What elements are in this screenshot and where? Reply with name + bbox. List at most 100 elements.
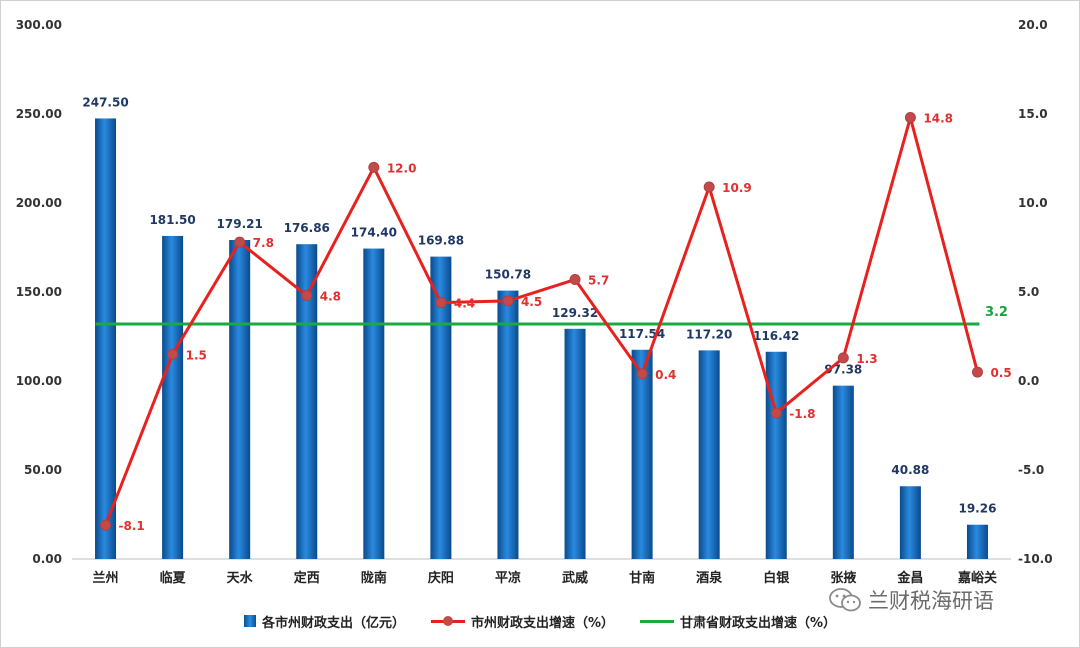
bar (631, 349, 653, 559)
legend-swatch-bar (243, 615, 256, 627)
bar (832, 385, 854, 559)
x-category-label: 平凉 (495, 570, 521, 586)
legend-swatch-province-line (640, 619, 674, 623)
bar (899, 486, 921, 559)
bar (430, 256, 452, 559)
x-category-label: 嘉峪关 (957, 570, 997, 586)
line-marker (837, 352, 849, 364)
y-right-tick-label: 5.0 (1018, 285, 1039, 299)
bar (363, 248, 385, 559)
wechat-icon (829, 588, 861, 612)
line-value-label: 1.5 (186, 348, 207, 362)
y-left-tick-label: 300.00 (16, 18, 62, 32)
y-right-tick-label: 15.0 (1018, 107, 1048, 121)
watermark: 兰财税海研语 (828, 585, 994, 615)
bar-value-label: 40.88 (891, 463, 929, 477)
line-value-label: -8.1 (119, 519, 145, 533)
x-category-label: 定西 (293, 570, 320, 586)
bar (966, 524, 988, 559)
line-value-label: 14.8 (923, 112, 953, 126)
y-right-tick-label: 10.0 (1018, 196, 1048, 210)
y-left-tick-label: 200.00 (16, 196, 62, 210)
line-marker (770, 407, 782, 419)
bar (229, 240, 251, 559)
bar (698, 350, 720, 559)
bar-value-label: 19.26 (958, 502, 996, 516)
bar (564, 328, 586, 559)
line-value-label: 4.8 (320, 290, 341, 304)
line-value-label: 4.5 (521, 295, 542, 309)
watermark-text: 兰财税海研语 (868, 589, 994, 613)
bar (765, 351, 787, 559)
line-value-label: 10.9 (722, 181, 752, 195)
y-left-tick-label: 50.00 (24, 463, 62, 477)
line-value-label: 0.5 (990, 366, 1011, 380)
city-growth-line: -8.1 1.5 7.8 4.8 12.0 4.4 4.5 5.7 0.4 10.9 -1.8 1.3… (100, 112, 1012, 533)
legend-label-city-line: 市州财政支出增速（%） (470, 615, 614, 631)
x-category-label: 临夏 (160, 570, 187, 586)
y-left-ticks: 0.00 50.00 100.00 150.00 200.00 250.00 300.00 (16, 18, 62, 566)
line-marker (971, 366, 983, 378)
legend: 各市州财政支出（亿元） 市州财政支出增速（%） 甘肃省财政支出增速（%） (0, 610, 1080, 632)
x-category-label: 天水 (227, 570, 254, 586)
bar (95, 118, 117, 559)
bar-series (95, 118, 988, 559)
bar-value-label: 174.40 (351, 226, 397, 240)
line-marker (100, 519, 112, 531)
line-marker (435, 297, 447, 309)
x-category-label: 甘南 (629, 570, 655, 586)
y-left-tick-label: 100.00 (16, 374, 62, 388)
line-value-label: 0.4 (655, 368, 676, 382)
x-category-label: 张掖 (830, 570, 857, 586)
bar-value-label: 179.21 (217, 217, 263, 231)
y-right-tick-label: 0.0 (1018, 374, 1039, 388)
bar-value-label: 117.20 (686, 327, 732, 341)
legend-label-bars: 各市州财政支出（亿元） (261, 615, 405, 631)
legend-swatch-city-line (430, 615, 465, 626)
bar-value-label: 176.86 (284, 221, 330, 235)
line-marker (502, 295, 514, 307)
line-value-label: 7.8 (253, 236, 274, 250)
line-marker (234, 236, 246, 248)
line-marker (167, 348, 179, 360)
y-left-tick-label: 0.00 (32, 552, 62, 566)
legend-item-province-line: 甘肃省财政支出增速（%） (640, 612, 836, 631)
bar-value-label: 169.88 (418, 234, 464, 248)
province-growth-label: 3.2 (985, 305, 1008, 320)
province-growth-line: 3.2 (95, 305, 1008, 326)
legend-label-province-line: 甘肃省财政支出增速（%） (680, 615, 837, 631)
x-category-label: 酒泉 (696, 570, 723, 586)
x-category-label: 陇南 (361, 570, 387, 586)
line-marker (569, 274, 581, 286)
bar-value-label: 181.50 (149, 213, 195, 227)
y-left-tick-label: 150.00 (16, 285, 62, 299)
line-value-label: 12.0 (387, 161, 417, 175)
city-growth-polyline (104, 116, 979, 526)
line-value-label: -1.8 (789, 407, 815, 421)
line-value-label: 4.4 (454, 297, 475, 311)
legend-item-bars: 各市州财政支出（亿元） (243, 612, 405, 631)
line-value-label: 1.3 (856, 352, 877, 366)
line-marker (301, 290, 313, 302)
bar (162, 235, 184, 559)
x-category-label: 兰州 (93, 570, 119, 586)
y-right-tick-label: -10.0 (1018, 552, 1053, 566)
x-category-label: 庆阳 (427, 570, 454, 586)
x-category-label: 白银 (763, 570, 790, 586)
y-right-tick-label: 20.0 (1018, 18, 1048, 32)
bar-value-label: 116.42 (753, 329, 799, 343)
x-category-label: 武威 (562, 570, 588, 586)
line-marker (904, 112, 916, 124)
x-category-label: 金昌 (896, 570, 923, 586)
bar-value-label: 247.50 (82, 95, 128, 109)
line-marker (368, 161, 380, 173)
bar (497, 290, 519, 559)
line-value-label: 5.7 (588, 274, 609, 288)
line-marker (703, 181, 715, 193)
bar-value-label: 129.32 (552, 306, 598, 320)
x-category-labels: 兰州 临夏 天水 定西 陇南 庆阳 平凉 武威 甘南 酒泉 白银 张掖 金昌 嘉峪关 (93, 570, 997, 586)
legend-item-city-line: 市州财政支出增速（%） (430, 612, 614, 631)
y-right-tick-label: -5.0 (1018, 463, 1044, 477)
